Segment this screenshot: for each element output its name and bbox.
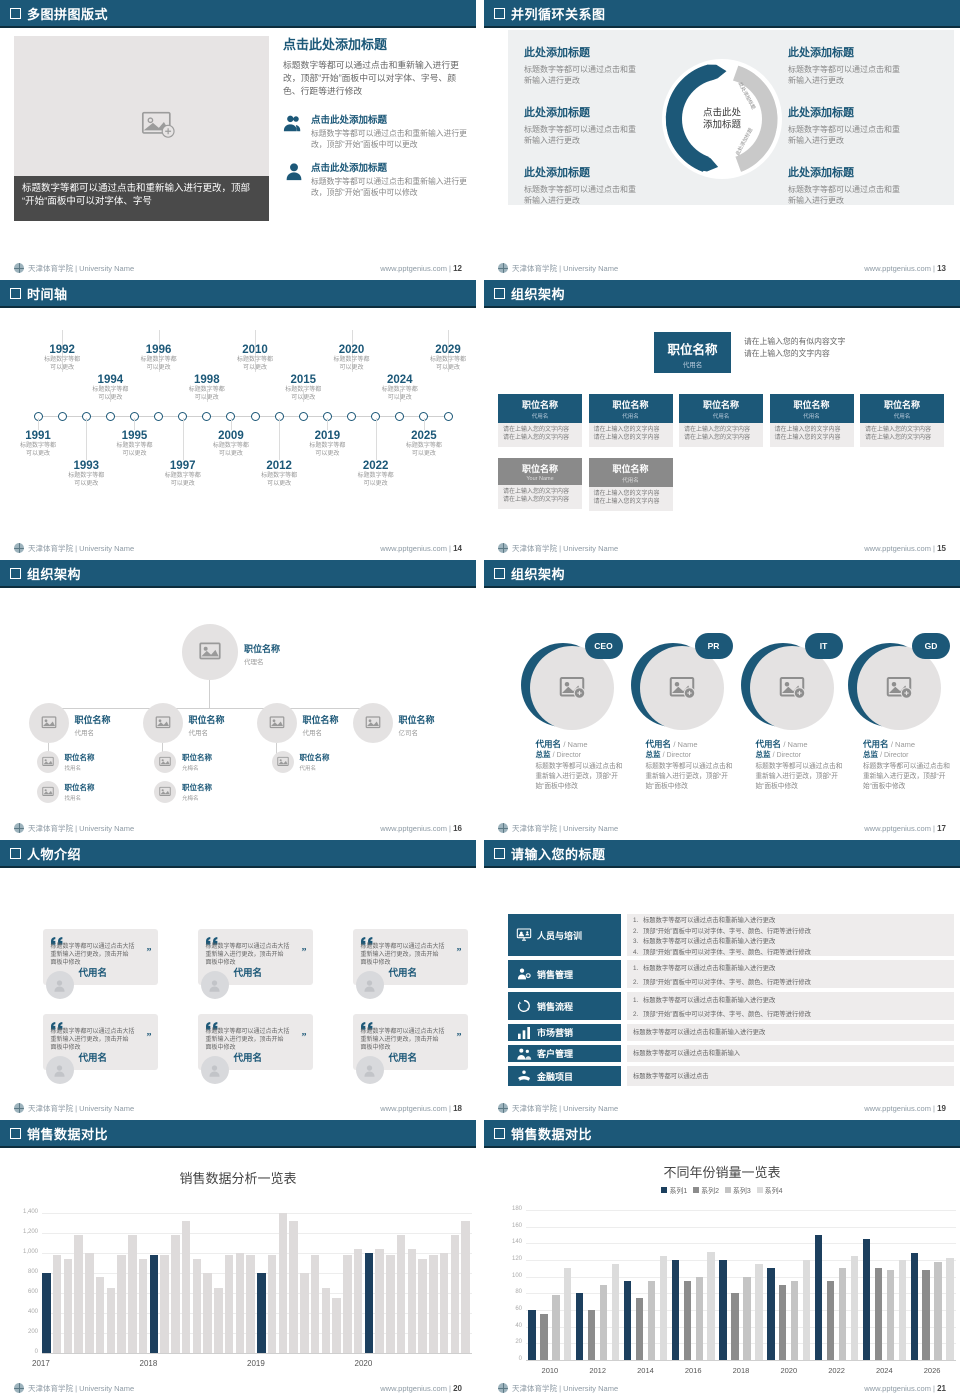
svg-text:点击此处: 点击此处	[703, 107, 742, 119]
svg-text:添加标题: 添加标题	[703, 119, 742, 131]
